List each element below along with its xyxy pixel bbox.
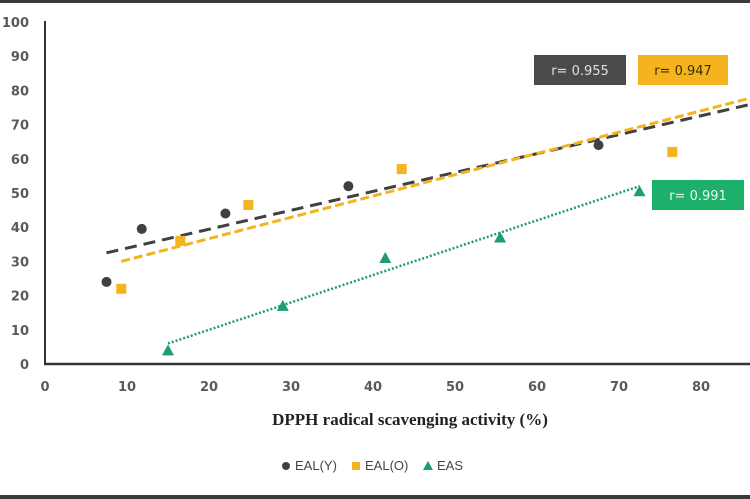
x-tick-label: 10 (118, 380, 136, 395)
x-tick-label: 0 (40, 380, 49, 395)
trendlines (106, 96, 750, 345)
data-point-square (116, 283, 127, 294)
data-point-square (667, 146, 678, 157)
r-annotation-box (534, 55, 626, 85)
data-point-square (396, 164, 407, 175)
legend: EAL(Y) EAL(O) EAS (282, 458, 463, 473)
data-point-triangle (276, 299, 289, 311)
y-tick-label: 20 (11, 290, 29, 305)
legend-label: EAL(O) (365, 458, 408, 473)
x-tick-label: 40 (364, 380, 382, 395)
y-tick-label: 90 (11, 50, 29, 65)
x-tick-label: 20 (200, 380, 218, 395)
data-point-circle (101, 276, 112, 287)
legend-marker-circle (282, 462, 290, 470)
trendline-eas (167, 184, 640, 345)
data-point-circle (343, 181, 354, 192)
legend-marker-triangle (423, 461, 433, 470)
legend-label: EAS (437, 458, 463, 473)
y-tick-label: 30 (11, 255, 29, 270)
data-points (101, 140, 678, 356)
y-tick-label: 0 (20, 358, 29, 373)
legend-label: EAL(Y) (295, 458, 337, 473)
y-tick-label: 60 (11, 153, 29, 168)
data-point-triangle (633, 185, 646, 197)
x-tick-label: 60 (528, 380, 546, 395)
y-tick-label: 100 (2, 16, 29, 31)
x-axis-label: DPPH radical scavenging activity (%) (272, 410, 548, 429)
data-point-triangle (379, 251, 392, 263)
y-tick-label: 70 (11, 119, 29, 134)
x-tick-label: 50 (446, 380, 464, 395)
data-point-circle (220, 208, 231, 219)
axes (44, 21, 750, 366)
trendline-ealo (120, 96, 750, 263)
data-point-square (175, 235, 186, 246)
top-border (0, 0, 750, 3)
r-annotation-box (638, 55, 728, 85)
r-annotation-box (652, 180, 744, 210)
r-annotation-text: r= 0.955 (551, 64, 609, 79)
x-tick-label: 80 (692, 380, 710, 395)
y-tick-labels: 0 10 20 30 40 50 60 70 80 90 100 (2, 16, 29, 373)
y-tick-label: 80 (11, 84, 29, 99)
y-tick-label: 10 (11, 324, 29, 339)
x-tick-labels: 0 10 20 30 40 50 60 70 80 (40, 380, 710, 395)
x-tick-label: 70 (610, 380, 628, 395)
data-point-square (243, 199, 254, 210)
r-annotation-text: r= 0.947 (654, 64, 712, 79)
legend-marker-square (352, 462, 360, 470)
y-tick-label: 50 (11, 187, 29, 202)
data-point-circle (593, 140, 604, 151)
y-tick-label: 40 (11, 221, 29, 236)
x-tick-label: 30 (282, 380, 300, 395)
r-annotation-text: r= 0.991 (669, 189, 727, 204)
r-annotations: r= 0.955 r= 0.947 r= 0.991 (534, 55, 744, 210)
bottom-border (0, 495, 750, 499)
data-point-triangle (494, 231, 507, 243)
data-point-circle (136, 223, 147, 234)
data-point-triangle (162, 344, 174, 356)
